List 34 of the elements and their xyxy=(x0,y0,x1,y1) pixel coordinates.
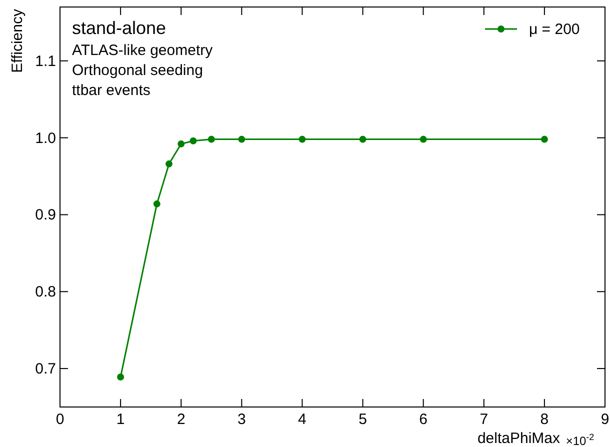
point xyxy=(420,136,427,143)
x-tick-label: 9 xyxy=(600,411,610,428)
x-tick-label: 6 xyxy=(419,411,428,428)
x-tick-label: 4 xyxy=(298,411,306,428)
annotation: ttbar events xyxy=(72,82,150,99)
point xyxy=(153,200,160,208)
y-tick-label: 0.7 xyxy=(35,360,56,378)
legend-label: μ = 200 xyxy=(529,21,580,38)
x-tick-label: 0 xyxy=(56,411,64,428)
x-tick-label: 1 xyxy=(116,411,125,428)
x-tick-label: 2 xyxy=(176,411,186,428)
x-tick-label: 7 xyxy=(480,411,488,428)
x-tick-label: 3 xyxy=(237,411,246,428)
point xyxy=(190,137,197,144)
y-tick-label: 0.8 xyxy=(35,284,56,301)
y-axis-title: Efficiency xyxy=(9,8,26,73)
point xyxy=(178,140,185,148)
annotation: Orthogonal seeding xyxy=(72,62,203,79)
point xyxy=(540,136,548,143)
point xyxy=(208,136,215,143)
y-tick-label: 1.0 xyxy=(35,130,56,147)
x-tick-label: 8 xyxy=(540,411,549,428)
y-tick-label: 1.1 xyxy=(35,52,56,70)
point xyxy=(298,136,306,143)
point xyxy=(166,160,172,168)
text: stand-alone xyxy=(72,18,166,38)
x-axis-title: deltaPhiMax xyxy=(477,430,560,447)
y-tick-label: 0.9 xyxy=(35,206,56,224)
point xyxy=(359,136,366,143)
point xyxy=(238,136,246,143)
annotation: ATLAS-like geometry xyxy=(72,42,214,59)
text: ×10$^{-2}$ xyxy=(566,432,594,447)
x-tick-label: 5 xyxy=(358,411,367,428)
point xyxy=(117,374,124,380)
